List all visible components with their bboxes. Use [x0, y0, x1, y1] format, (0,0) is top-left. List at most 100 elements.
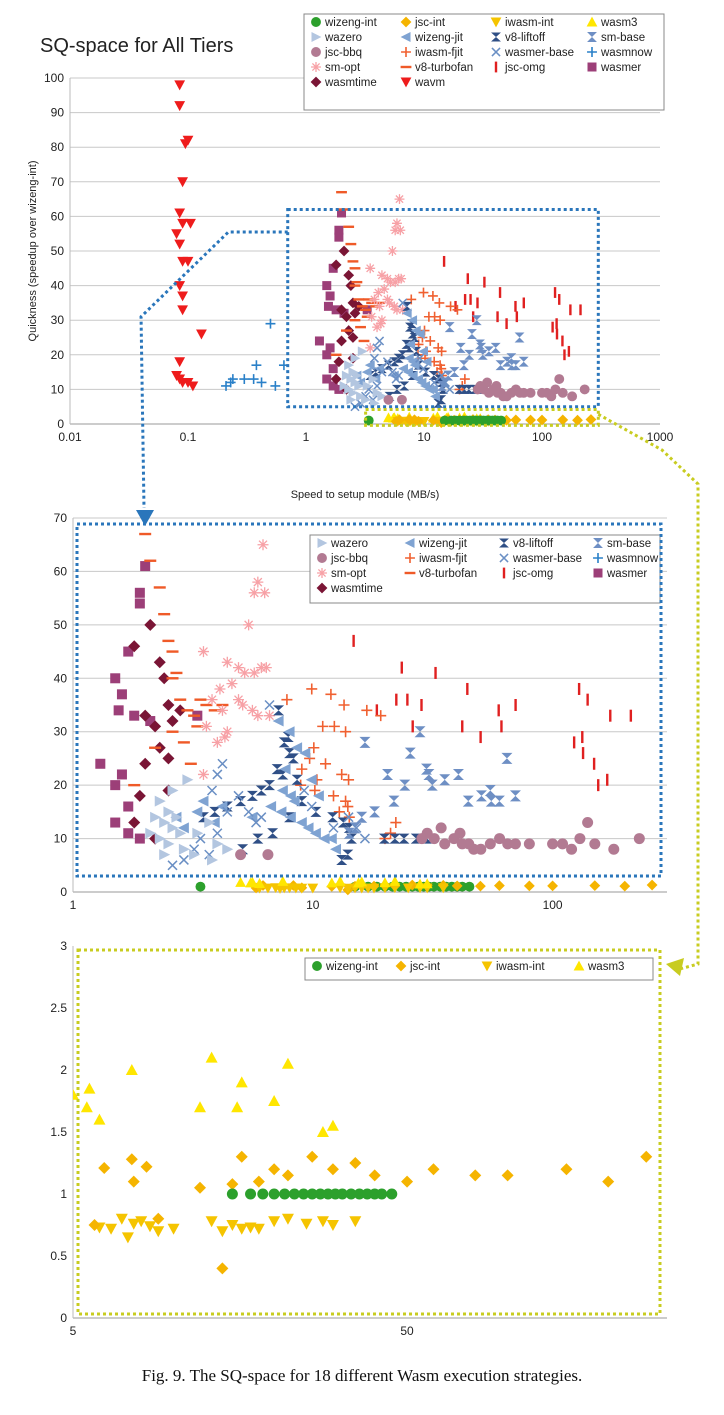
point-iwasm-int [152, 1226, 165, 1238]
point-wasmtime [336, 335, 347, 347]
point-iwasm-fjit [375, 710, 387, 722]
legend-label-v8-liftoff: v8-liftoff [513, 538, 554, 550]
legend-label-sm-base: sm-base [607, 538, 651, 550]
point-wavm [174, 80, 186, 91]
point-wizeng-int [314, 1188, 326, 1200]
legend: wizeng-int jsc-int iwasm-int wasm3 wazero wiz… [303, 13, 665, 111]
point-wavm [171, 229, 182, 240]
point-jsc-bbq [589, 838, 601, 850]
point-v8-turbofan [177, 741, 190, 744]
legend-marker-iwasm-int [481, 961, 493, 972]
point-sm-base [382, 768, 394, 780]
point-wasmer-base [299, 785, 310, 796]
point-iwasm-int [402, 883, 414, 894]
blue-zoom-box [286, 207, 600, 409]
point-wazero [159, 849, 171, 861]
point-wasmer-base [445, 384, 455, 394]
point-v8-liftoff [264, 780, 276, 791]
point-wazero [350, 353, 361, 364]
point-wasmtime [336, 304, 347, 316]
point-wasmer-base [415, 353, 425, 363]
point-wasmer-base [167, 860, 178, 871]
point-wasmtime [149, 720, 162, 733]
point-wasmer [95, 758, 106, 769]
point-v8-turbofan [166, 650, 179, 653]
point-wizeng-jit [302, 822, 314, 834]
point-v8-turbofan [149, 746, 162, 749]
point-sm-opt [226, 678, 238, 690]
point-jsc-int [547, 880, 558, 892]
point-sm-opt [259, 587, 271, 599]
legend-marker-wasm3 [573, 960, 585, 971]
point-wizeng-int [464, 881, 475, 892]
point-wavm [174, 101, 186, 112]
point-jsc-omg [515, 311, 519, 323]
point-iwasm-int [368, 883, 380, 894]
x-tick-label: 5 [70, 1324, 77, 1338]
point-jsc-int [235, 1150, 248, 1163]
point-wizeng-jit [299, 747, 311, 759]
point-v8-liftoff [398, 833, 410, 844]
point-iwasm-fjit [325, 688, 337, 700]
point-wasmer-base [440, 377, 451, 388]
point-jsc-bbq [416, 833, 428, 845]
point-wasm3 [80, 1101, 93, 1113]
point-wasm3 [205, 1051, 218, 1063]
point-v8-liftoff [246, 790, 258, 801]
legend-label-jsc-int: jsc-int [414, 17, 446, 29]
legend-label-wasmnow: wasmnow [600, 47, 653, 59]
legend-marker-jsc-omg [502, 567, 506, 579]
point-v8-liftoff [428, 371, 439, 381]
legend-label-jsc-int: jsc-int [409, 961, 441, 973]
y-tick-label: 80 [51, 140, 65, 154]
point-jsc-omg [581, 731, 584, 744]
point-jsc-int [140, 1160, 153, 1173]
point-iwasm-fjit [406, 294, 417, 305]
point-wasmer-base [212, 828, 223, 839]
point-wizeng-int [288, 1188, 300, 1200]
point-sm-base [518, 356, 529, 367]
point-sm-base [495, 360, 506, 371]
point-sm-base [501, 752, 513, 764]
point-wasmer-base [222, 806, 233, 817]
point-jsc-omg [561, 335, 564, 347]
point-jsc-int [88, 1219, 101, 1231]
point-sm-base [414, 726, 426, 738]
point-wizeng-jit [388, 370, 399, 381]
point-jsc-omg [406, 693, 409, 706]
point-wazero [204, 817, 216, 829]
point-iwasm-fjit [445, 301, 456, 312]
point-wasmer-base [418, 364, 429, 374]
point-wasmtime [174, 704, 187, 717]
point-sm-opt [373, 287, 384, 298]
point-jsc-int [427, 1163, 440, 1176]
point-wizeng-jit [275, 806, 287, 818]
point-wasmer-base [391, 374, 401, 384]
point-iwasm-fjit [429, 311, 440, 322]
point-wasmtime [128, 816, 141, 829]
point-v8-turbofan [351, 280, 363, 284]
point-v8-turbofan [343, 225, 355, 228]
point-sm-opt [395, 225, 406, 236]
point-wazero [354, 380, 365, 391]
point-jsc-int [585, 414, 597, 425]
point-wizeng-jit [418, 346, 428, 357]
point-jsc-omg [609, 709, 612, 722]
x-tick-label: 50 [400, 1324, 414, 1338]
legend-marker-wizeng-int [311, 17, 321, 27]
x-tick-label: 0.1 [180, 430, 197, 444]
point-sm-opt [200, 720, 212, 732]
point-iwasm-int [342, 883, 354, 894]
point-v8-turbofan [153, 586, 166, 589]
point-v8-turbofan [174, 698, 187, 701]
point-iwasm-fjit [320, 758, 332, 770]
point-sm-base [356, 811, 368, 823]
point-wazero [178, 843, 190, 855]
point-jsc-omg [555, 328, 559, 340]
point-wazero [182, 774, 194, 786]
point-wasmer [116, 769, 127, 780]
point-wasm3 [125, 1064, 138, 1075]
point-iwasm-int [300, 1218, 313, 1230]
point-jsc-int [493, 880, 505, 891]
point-wizeng-jit [409, 360, 420, 371]
